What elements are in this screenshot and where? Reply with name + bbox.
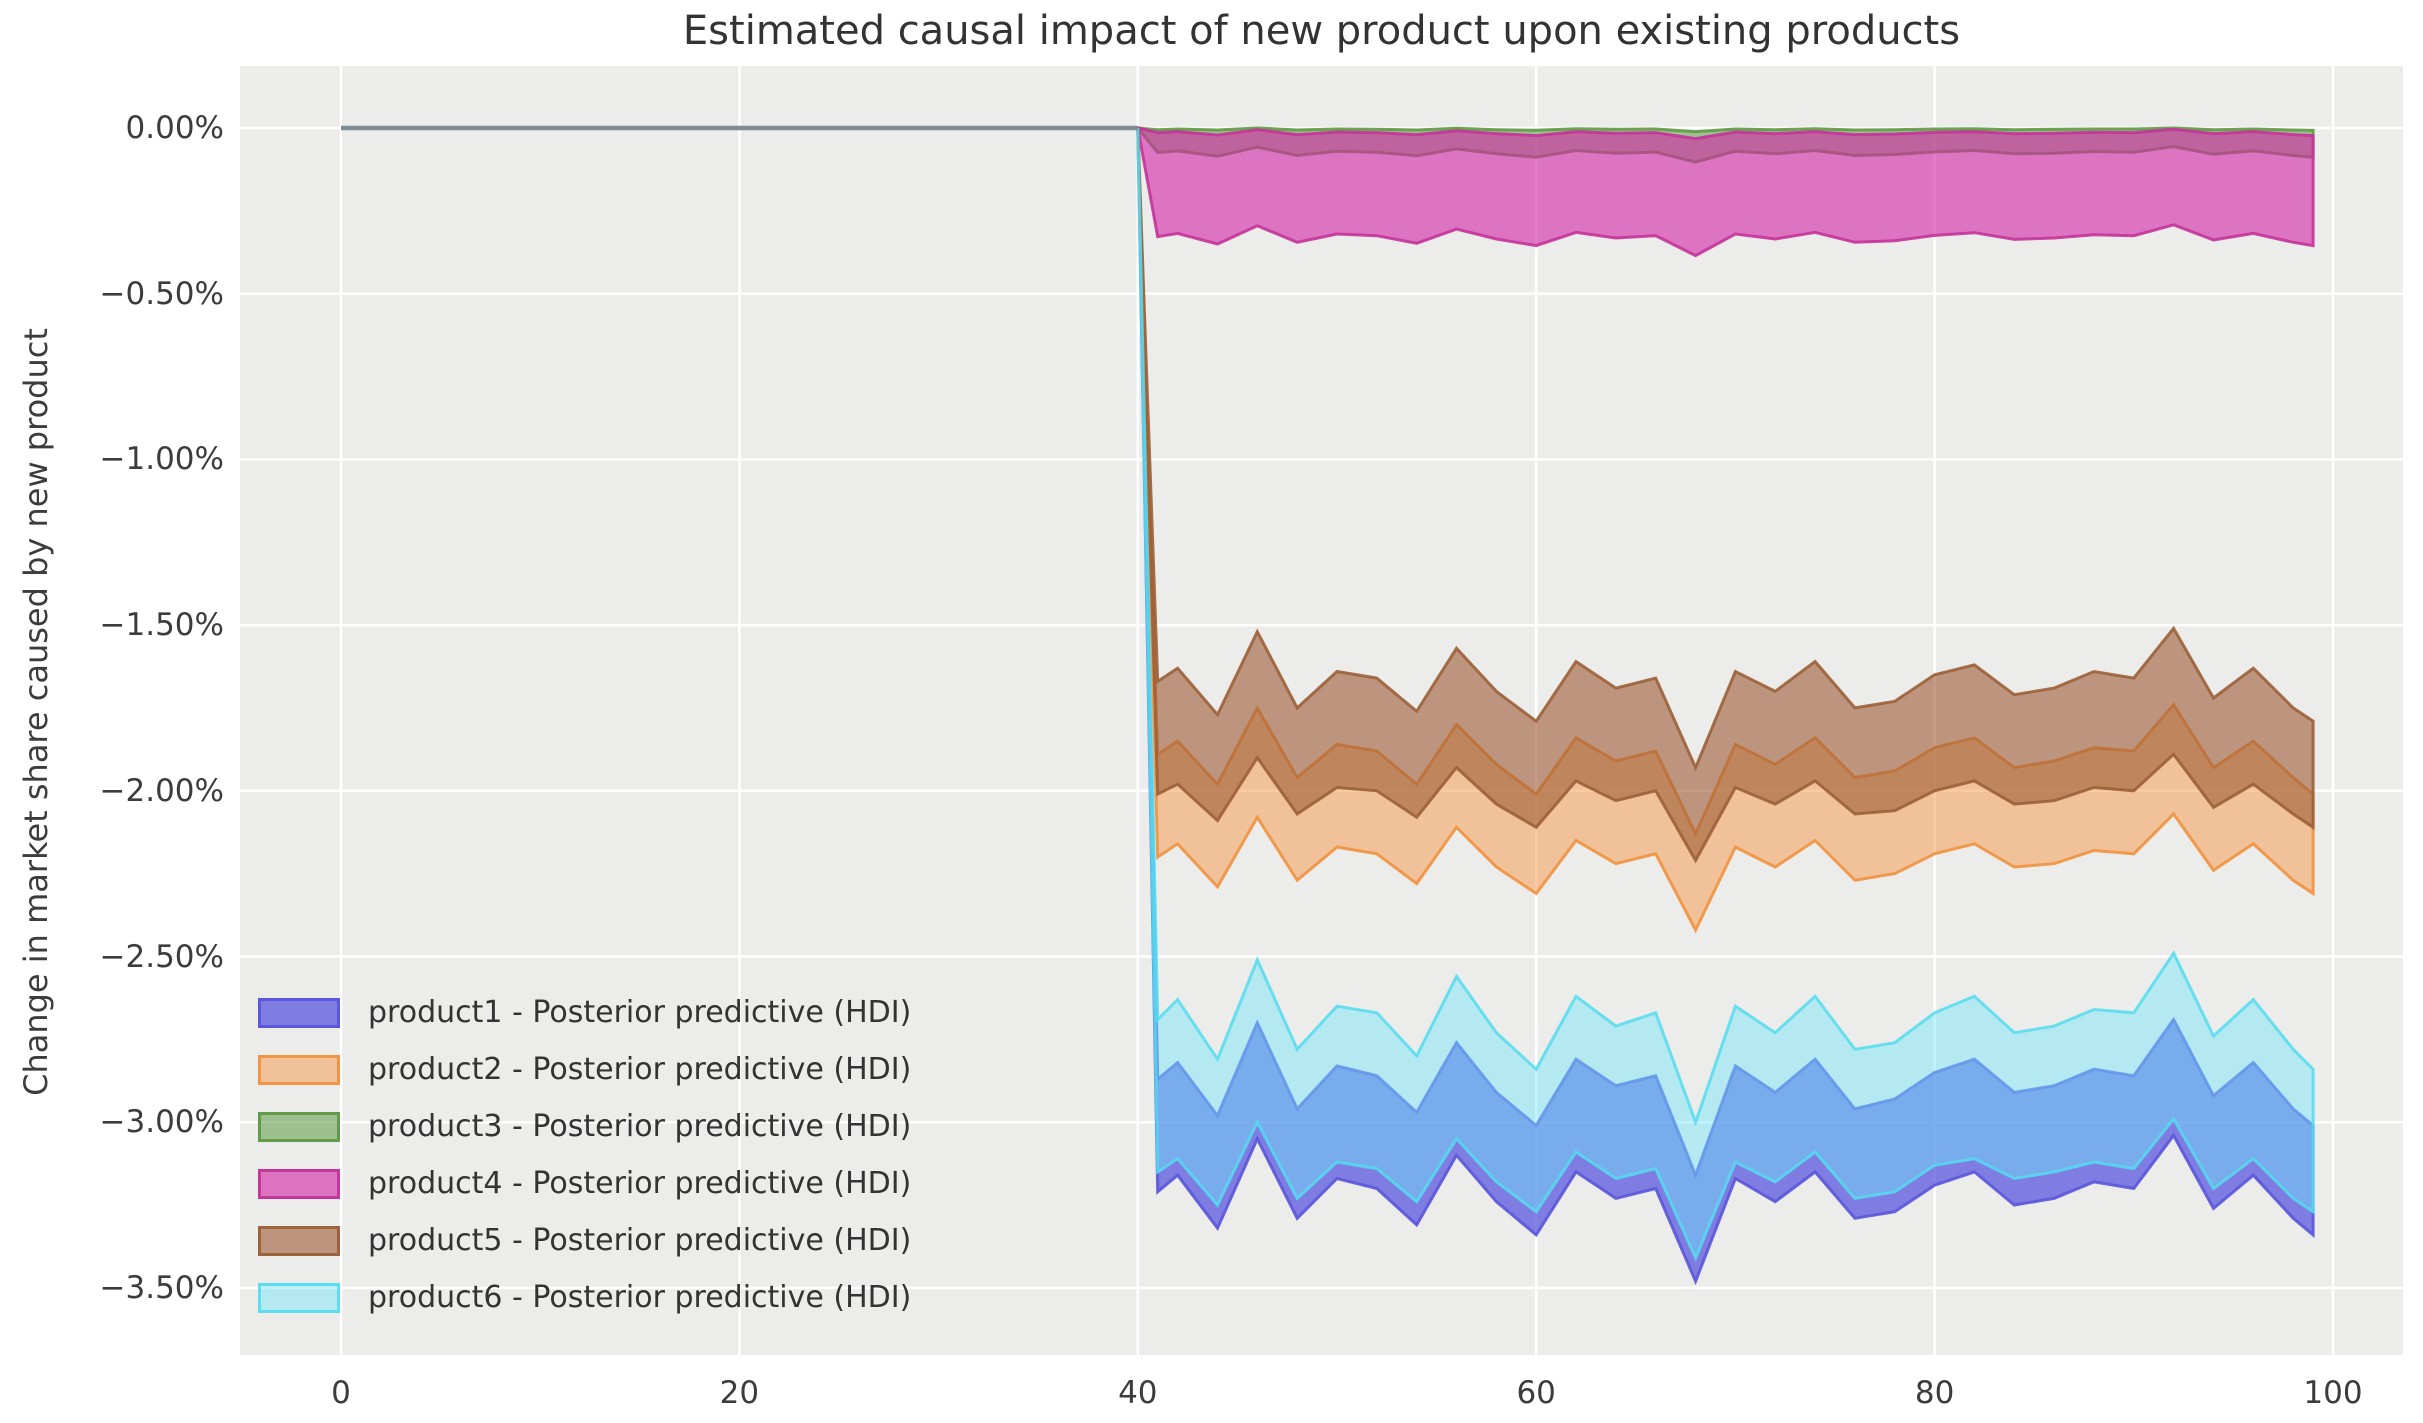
x-tick-label: 100 [2303,1375,2363,1411]
y-tick-label: −0.50% [99,275,224,312]
product2-swatch-icon [258,1054,340,1085]
y-tick-label: −1.00% [99,441,224,478]
x-tick-label: 0 [331,1375,351,1411]
product5-swatch-icon [258,1225,340,1256]
legend-label: product2 - Posterior predictive (HDI) [368,1052,912,1087]
y-tick-label: −1.50% [99,607,224,644]
x-tick-label: 20 [719,1375,760,1411]
y-tick-label: −2.00% [99,772,224,809]
y-tick-label: −3.50% [99,1269,224,1306]
product5-hdi-band [1136,127,2315,864]
chart-title: Estimated causal impact of new product u… [682,8,1961,54]
product6-hdi-band [1136,127,2315,1262]
legend-label: product1 - Posterior predictive (HDI) [368,995,912,1030]
x-tick-label: 40 [1118,1375,1158,1411]
product4-swatch-icon [258,1168,340,1199]
y-tick-label: −2.50% [99,938,224,975]
x-tick-label: 80 [1914,1375,1955,1411]
legend-entry-product6: product6 - Posterior predictive (HDI) [258,1269,911,1326]
product1-swatch-icon [258,997,340,1028]
legend-label: product6 - Posterior predictive (HDI) [368,1280,912,1315]
legend-entry-product5: product5 - Posterior predictive (HDI) [258,1212,911,1269]
legend-label: product5 - Posterior predictive (HDI) [368,1223,912,1258]
product4-hdi-band [1135,126,2315,258]
legend-label: product4 - Posterior predictive (HDI) [368,1166,912,1201]
y-tick-label: −3.00% [99,1104,224,1141]
legend-entry-product3: product3 - Posterior predictive (HDI) [258,1098,911,1155]
legend-entry-product2: product2 - Posterior predictive (HDI) [258,1041,911,1098]
product3-swatch-icon [258,1111,340,1142]
x-tick-label: 60 [1516,1375,1556,1411]
legend: product1 - Posterior predictive (HDI) pro… [258,984,911,1326]
legend-entry-product4: product4 - Posterior predictive (HDI) [258,1155,911,1212]
y-tick-label: 0.00% [125,110,224,146]
legend-label: product3 - Posterior predictive (HDI) [368,1109,912,1144]
legend-entry-product1: product1 - Posterior predictive (HDI) [258,984,911,1041]
product6-swatch-icon [258,1282,340,1313]
